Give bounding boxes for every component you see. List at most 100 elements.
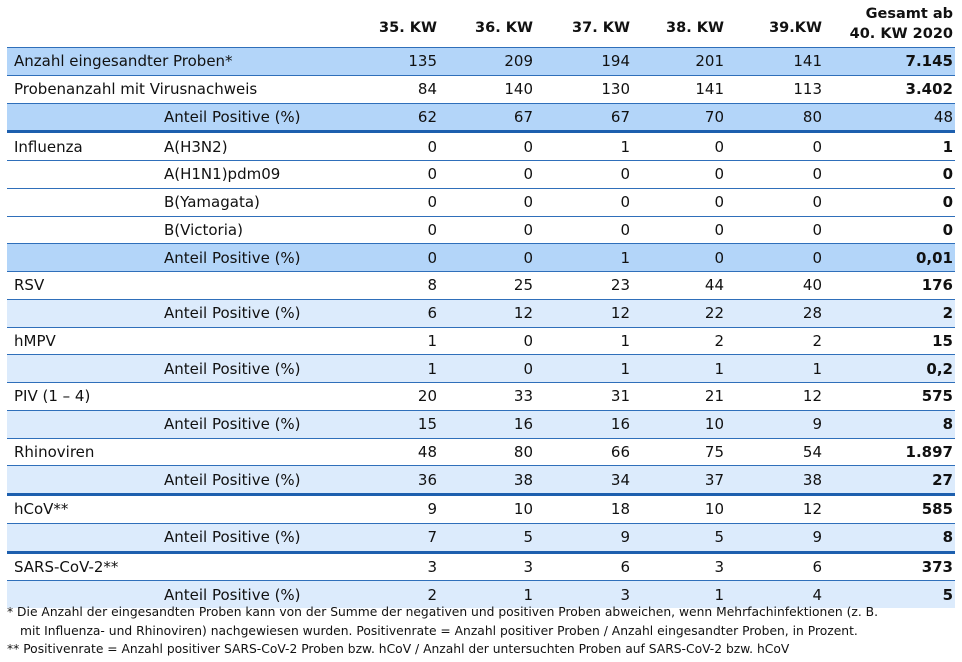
table-row: Anteil Positive (%) 7 5 9 5 9 8 xyxy=(7,522,955,554)
row-label: Probenanzahl mit Virusnachweis xyxy=(7,74,257,103)
cell-value: 33 xyxy=(437,382,533,411)
cell-value: 15 xyxy=(364,409,437,438)
cell-value: 0 xyxy=(630,131,724,161)
cell-value: 66 xyxy=(533,437,630,466)
table-row: Rhinoviren 48 80 66 75 54 1.897 xyxy=(7,437,955,466)
cell-total: 1.897 xyxy=(822,437,955,466)
table-header: 35. KW 36. KW 37. KW 38. KW 39.KW Gesamt… xyxy=(7,0,955,47)
cell-value: 9 xyxy=(533,522,630,554)
footnotes: * Die Anzahl der eingesandten Proben kan… xyxy=(7,603,878,659)
cell-total: 575 xyxy=(822,382,955,411)
cell-value: 67 xyxy=(533,102,630,134)
row-sublabel: Anteil Positive (%) xyxy=(164,465,364,496)
row-label: Influenza xyxy=(7,131,164,161)
cell-value: 3 xyxy=(437,551,533,581)
cell-value: 70 xyxy=(630,102,724,134)
cell-value: 10 xyxy=(630,409,724,438)
cell-value: 0 xyxy=(630,243,724,272)
cell-total: 0 xyxy=(822,160,955,189)
cell-value: 0 xyxy=(437,160,533,189)
cell-value: 5 xyxy=(437,522,533,554)
column-header-35kw: 35. KW xyxy=(379,20,437,36)
cell-value: 28 xyxy=(724,298,822,327)
cell-value: 9 xyxy=(724,522,822,554)
column-header-37kw: 37. KW xyxy=(572,20,630,36)
cell-value: 0 xyxy=(724,215,822,244)
table-row: Anteil Positive (%) 62 67 67 70 80 48 xyxy=(7,102,955,134)
cell-value: 9 xyxy=(364,494,437,524)
cell-value: 23 xyxy=(533,271,630,300)
row-sublabel xyxy=(164,551,364,581)
table-row: B(Yamagata) 0 0 0 0 0 0 xyxy=(7,187,955,216)
cell-value: 3 xyxy=(364,551,437,581)
table-row: Anteil Positive (%) 6 12 12 22 28 2 xyxy=(7,298,955,327)
cell-value: 0 xyxy=(533,187,630,216)
row-label: Anzahl eingesandter Proben* xyxy=(7,47,233,76)
cell-total: 0 xyxy=(822,215,955,244)
row-sublabel: Anteil Positive (%) xyxy=(164,354,364,383)
cell-value: 48 xyxy=(364,437,437,466)
cell-value: 36 xyxy=(364,465,437,496)
cell-value: 22 xyxy=(630,298,724,327)
cell-value: 1 xyxy=(630,580,724,608)
cell-value: 1 xyxy=(364,326,437,355)
cell-value: 0 xyxy=(630,187,724,216)
footnote-1-cont: mit Influenza- und Rhinoviren) nachgewie… xyxy=(20,623,858,638)
cell-value: 1 xyxy=(533,354,630,383)
row-sublabel xyxy=(164,437,364,466)
row-label xyxy=(7,102,164,134)
cell-value: 0 xyxy=(437,215,533,244)
row-label xyxy=(7,215,164,244)
row-sublabel: A(H3N2) xyxy=(164,131,364,161)
cell-value: 5 xyxy=(630,522,724,554)
row-label: SARS-CoV-2** xyxy=(7,551,164,581)
total-header-line1: Gesamt ab xyxy=(865,6,953,22)
cell-total: 48 xyxy=(822,102,955,134)
row-label xyxy=(7,243,164,272)
cell-value: 6 xyxy=(533,551,630,581)
table-row: RSV 8 25 23 44 40 176 xyxy=(7,271,955,300)
cell-value: 3 xyxy=(630,551,724,581)
table-row: Probenanzahl mit Virusnachweis 84 140 130 14… xyxy=(7,74,955,103)
cell-value: 141 xyxy=(724,47,822,76)
row-label xyxy=(7,409,164,438)
column-header-38kw: 38. KW xyxy=(666,20,724,36)
row-sublabel: B(Yamagata) xyxy=(164,187,364,216)
table-row: PIV (1 – 4) 20 33 31 21 12 575 xyxy=(7,382,955,411)
row-label: RSV xyxy=(7,271,164,300)
cell-total: 0,01 xyxy=(822,243,955,272)
cell-value: 31 xyxy=(533,382,630,411)
row-sublabel xyxy=(164,326,364,355)
row-label: hCoV** xyxy=(7,494,164,524)
table-row: Anteil Positive (%) 0 0 1 0 0 0,01 xyxy=(7,243,955,272)
table-row: SARS-CoV-2** 3 3 6 3 6 373 xyxy=(7,551,955,581)
cell-total: 5 xyxy=(822,580,955,608)
cell-value: 12 xyxy=(724,494,822,524)
row-sublabel: A(H1N1)pdm09 xyxy=(164,160,364,189)
cell-value: 20 xyxy=(364,382,437,411)
table-row: Anteil Positive (%) 15 16 16 10 9 8 xyxy=(7,409,955,438)
cell-total: 27 xyxy=(822,465,955,496)
row-sublabel: Anteil Positive (%) xyxy=(164,298,364,327)
cell-total: 2 xyxy=(822,298,955,327)
cell-total: 15 xyxy=(822,326,955,355)
row-label xyxy=(7,465,164,496)
cell-value: 194 xyxy=(533,47,630,76)
cell-total: 1 xyxy=(822,131,955,161)
cell-value: 6 xyxy=(364,298,437,327)
row-label xyxy=(7,187,164,216)
cell-value: 1 xyxy=(533,131,630,161)
cell-value: 34 xyxy=(533,465,630,496)
cell-total: 176 xyxy=(822,271,955,300)
cell-value: 12 xyxy=(437,298,533,327)
cell-value: 0 xyxy=(724,243,822,272)
cell-value: 1 xyxy=(533,326,630,355)
row-sublabel xyxy=(164,271,364,300)
row-sublabel: B(Victoria) xyxy=(164,215,364,244)
virus-detection-table: Anzahl eingesandter Proben* 135 209 194 201 1… xyxy=(7,47,955,608)
cell-value: 0 xyxy=(724,187,822,216)
footnote-1: * Die Anzahl der eingesandten Proben kan… xyxy=(7,605,879,619)
column-header-36kw: 36. KW xyxy=(475,20,533,36)
table-row: B(Victoria) 0 0 0 0 0 0 xyxy=(7,215,955,244)
cell-value: 25 xyxy=(437,271,533,300)
